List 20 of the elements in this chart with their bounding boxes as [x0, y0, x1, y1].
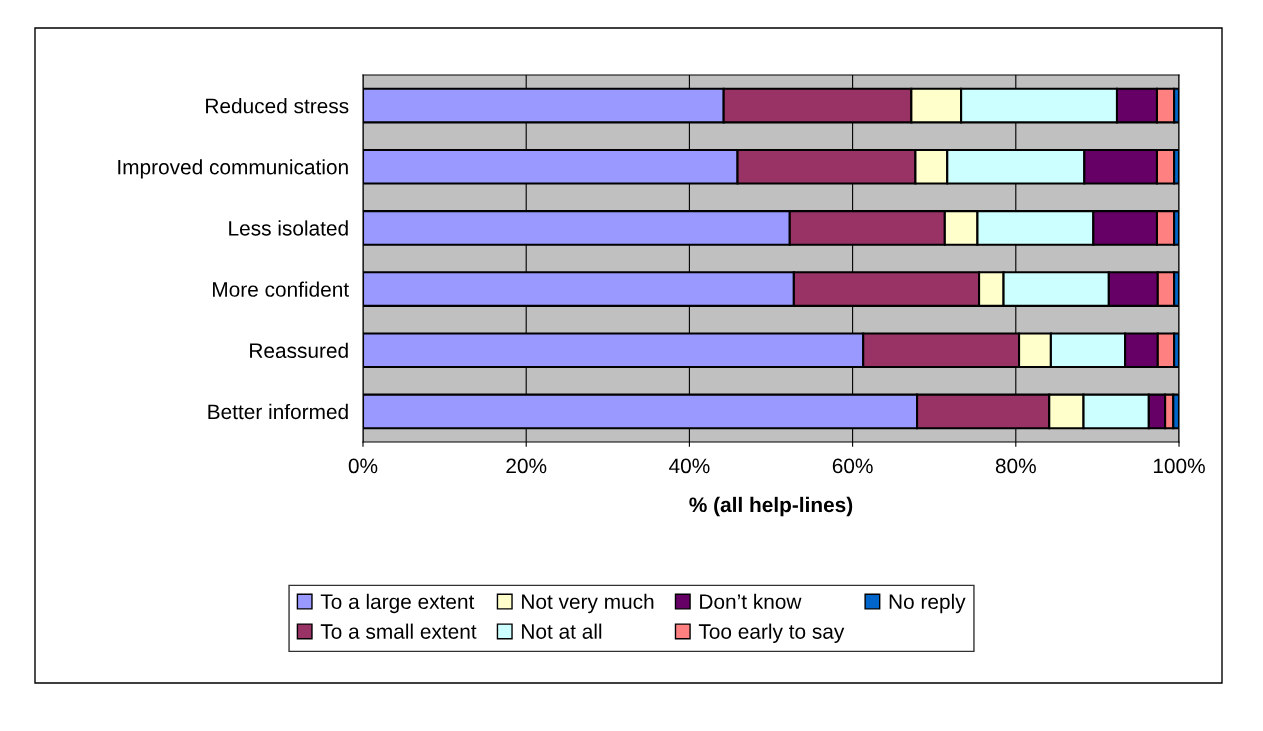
y-tick-label: Less isolated	[229, 220, 348, 236]
legend-label: Too early to say	[698, 623, 845, 644]
x-tick-label: 100%	[1153, 458, 1205, 474]
x-tick-label: 60%	[832, 458, 873, 474]
y-tick-label: Reassured	[250, 342, 348, 358]
legend-label: Don’t know	[700, 593, 802, 610]
x-axis-title: % (all help-lines)	[689, 496, 853, 517]
y-tick-label: More confident	[213, 281, 349, 297]
x-tick-label: 20%	[506, 458, 547, 474]
legend-label: To a large extent	[320, 593, 475, 614]
y-tick-label: Improved communication	[118, 159, 348, 179]
legend-label: To a small extent	[320, 623, 477, 639]
x-tick-label: 0%	[348, 458, 378, 474]
legend-label: Not very much	[522, 593, 654, 614]
legend-label: No reply	[889, 593, 966, 614]
y-tick-label: Better informed	[208, 403, 348, 420]
legend-label: Not at all	[522, 623, 602, 639]
x-tick-label: 80%	[995, 458, 1036, 474]
y-tick-label: Reduced stress	[206, 98, 349, 114]
x-tick-label: 40%	[669, 458, 710, 474]
